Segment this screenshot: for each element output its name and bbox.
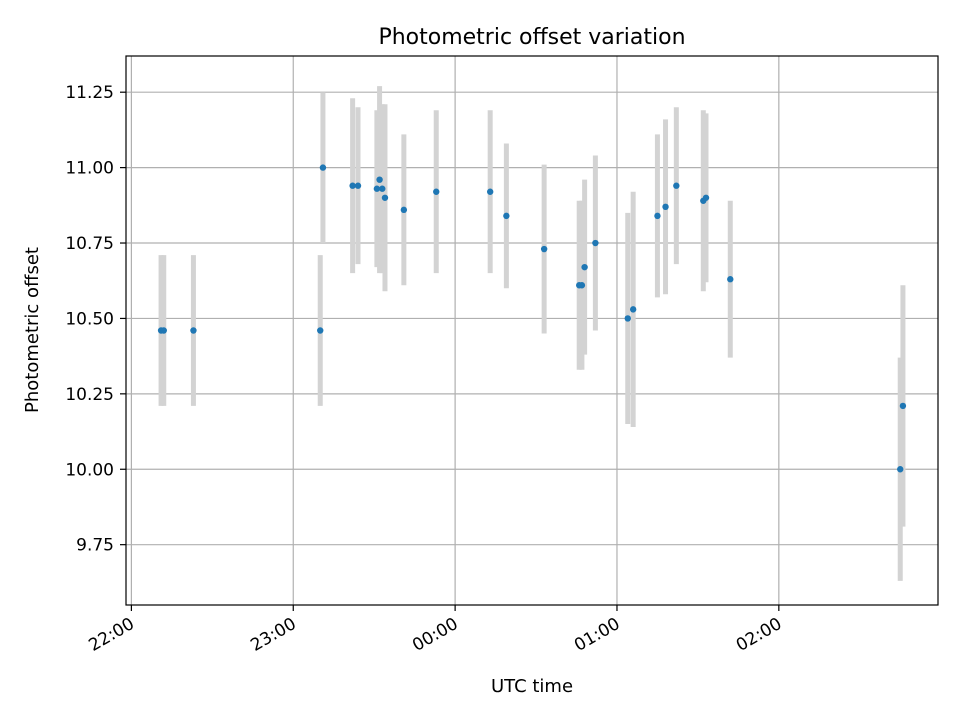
data-point <box>319 164 327 171</box>
grid-layer <box>126 56 938 605</box>
data-point <box>673 182 680 189</box>
data-point <box>578 282 586 289</box>
y-tick-label: 9.75 <box>76 536 114 556</box>
data-point <box>349 182 356 189</box>
point-layer <box>157 164 907 473</box>
data-point <box>486 188 494 195</box>
x-axis-label: UTC time <box>491 676 573 697</box>
data-point <box>354 182 362 189</box>
y-tick-label: 10.50 <box>65 309 114 329</box>
y-tick-label: 11.25 <box>65 83 114 103</box>
data-point <box>899 402 907 410</box>
data-point <box>381 194 389 201</box>
data-point <box>540 245 548 253</box>
data-point <box>897 466 904 473</box>
data-point <box>503 212 510 220</box>
plot-frame <box>125 55 939 606</box>
data-point <box>662 203 669 211</box>
data-point <box>373 185 381 192</box>
data-point <box>727 276 734 283</box>
data-point <box>581 263 588 271</box>
y-axis-label: Photometric offset <box>22 247 43 413</box>
data-point <box>376 176 383 183</box>
data-point <box>160 327 167 334</box>
y-tick-label: 11.00 <box>65 159 114 179</box>
data-point <box>400 206 408 214</box>
data-point <box>379 185 386 192</box>
data-point <box>433 188 440 195</box>
data-point <box>629 306 637 313</box>
data-point <box>317 327 324 334</box>
y-tick-label: 10.25 <box>65 385 114 405</box>
chart-title: Photometric offset variation <box>378 25 685 50</box>
y-tick-label: 10.00 <box>65 460 114 480</box>
data-point <box>702 194 710 201</box>
data-point <box>624 315 631 322</box>
y-tick-label: 10.75 <box>65 234 114 254</box>
data-point <box>592 239 599 247</box>
data-point <box>654 212 661 220</box>
data-point <box>190 327 197 334</box>
